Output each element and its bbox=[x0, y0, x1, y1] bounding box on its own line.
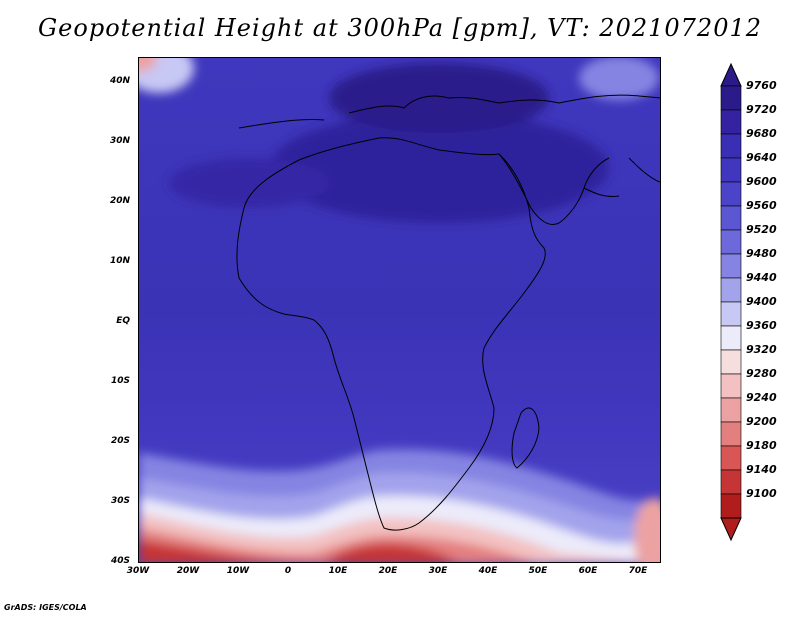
lon-label: 50E bbox=[528, 566, 548, 576]
lon-label: 20W bbox=[176, 566, 200, 576]
colorbar-level-label: 9360 bbox=[746, 319, 777, 332]
geopotential-map bbox=[139, 58, 660, 562]
colorbar-segment bbox=[720, 85, 742, 111]
lat-label: 30N bbox=[109, 136, 130, 146]
lat-label: 10N bbox=[109, 256, 130, 266]
colorbar-level-label: 9720 bbox=[746, 103, 777, 116]
lon-label: 20E bbox=[378, 566, 398, 576]
colorbar-segment bbox=[720, 397, 742, 423]
lon-label: 10W bbox=[226, 566, 250, 576]
colorbar-segment bbox=[720, 229, 742, 255]
lon-label: 60E bbox=[578, 566, 598, 576]
lat-label: 30S bbox=[110, 496, 130, 506]
colorbar-level-label: 9440 bbox=[746, 271, 777, 284]
arabia-coastline bbox=[498, 153, 660, 225]
chart-title: Geopotential Height at 300hPa [gpm], VT:… bbox=[38, 14, 762, 42]
colorbar-segment bbox=[720, 421, 742, 447]
lat-label: 20S bbox=[110, 436, 130, 446]
ridge-mediterranean bbox=[329, 63, 549, 133]
lon-label: 30W bbox=[126, 566, 150, 576]
colorbar-level-label: 9680 bbox=[746, 127, 777, 140]
colorbar-level-label: 9600 bbox=[746, 175, 777, 188]
colorbar-segment bbox=[720, 157, 742, 183]
colorbar-segment bbox=[720, 325, 742, 351]
colorbar-segment bbox=[720, 373, 742, 399]
colorbar-segment bbox=[720, 277, 742, 303]
trough-central-asia bbox=[579, 58, 659, 100]
colorbar-level-label: 9320 bbox=[746, 343, 777, 356]
colorbar-level-label: 9100 bbox=[746, 487, 777, 500]
lon-label: 0 bbox=[284, 566, 292, 576]
band-9140-south bbox=[326, 544, 456, 562]
colorbar-segment bbox=[720, 493, 742, 519]
colorbar-segment bbox=[720, 445, 742, 471]
colorbar-level-label: 9200 bbox=[746, 415, 777, 428]
ridge-west-africa bbox=[169, 158, 329, 208]
lat-label: 40N bbox=[109, 76, 130, 86]
low-southeast bbox=[634, 498, 660, 562]
colorbar-top-arrow bbox=[720, 62, 742, 87]
colorbar-graphic bbox=[720, 62, 742, 542]
colorbar-segment bbox=[720, 133, 742, 159]
lon-label: 40E bbox=[478, 566, 498, 576]
lon-label: 10E bbox=[328, 566, 348, 576]
lon-label: 70E bbox=[628, 566, 648, 576]
colorbar-level-label: 9180 bbox=[746, 439, 777, 452]
mediterranean-coastline bbox=[238, 94, 660, 129]
height-field bbox=[139, 58, 660, 562]
band-9140-west bbox=[139, 540, 281, 562]
colorbar-level-label: 9280 bbox=[746, 367, 777, 380]
colorbar-level-label: 9640 bbox=[746, 151, 777, 164]
colorbar-segment bbox=[720, 109, 742, 135]
madagascar-coastline bbox=[511, 407, 540, 469]
lat-label: 20N bbox=[109, 196, 130, 206]
coastlines bbox=[236, 94, 660, 531]
lat-label: EQ bbox=[116, 316, 130, 326]
colorbar bbox=[718, 62, 744, 562]
low-northwest-corner bbox=[139, 58, 157, 72]
lon-label: 30E bbox=[428, 566, 448, 576]
colorbar-level-label: 9400 bbox=[746, 295, 777, 308]
colorbar-level-label: 9520 bbox=[746, 223, 777, 236]
colorbar-level-label: 9240 bbox=[746, 391, 777, 404]
colorbar-level-label: 9480 bbox=[746, 247, 777, 260]
footer-credit: GrADS: IGES/COLA bbox=[4, 603, 87, 612]
lat-label: 10S bbox=[110, 376, 130, 386]
ridge-north-africa bbox=[269, 113, 609, 223]
colorbar-bottom-arrow bbox=[720, 517, 742, 542]
colorbar-segment bbox=[720, 301, 742, 327]
colorbar-segment bbox=[720, 205, 742, 231]
colorbar-segment bbox=[720, 181, 742, 207]
africa-coastline bbox=[236, 137, 546, 531]
colorbar-segment bbox=[720, 253, 742, 279]
colorbar-segment bbox=[720, 469, 742, 495]
lat-label: 40S bbox=[110, 556, 130, 566]
colorbar-level-label: 9560 bbox=[746, 199, 777, 212]
map-panel bbox=[138, 57, 661, 563]
colorbar-level-label: 9140 bbox=[746, 463, 777, 476]
colorbar-level-label: 9760 bbox=[746, 79, 777, 92]
colorbar-segment bbox=[720, 349, 742, 375]
